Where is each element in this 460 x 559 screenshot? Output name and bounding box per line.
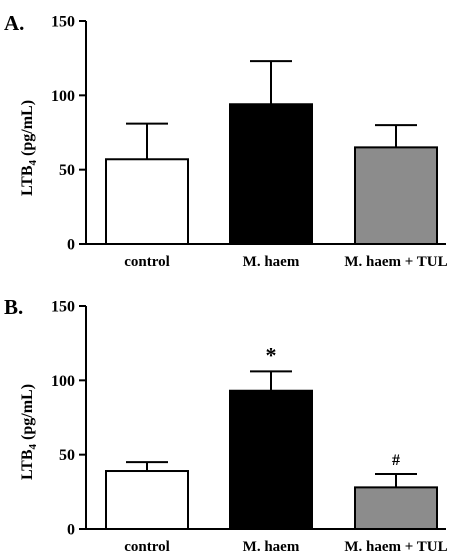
- y-tick-label: 150: [51, 14, 75, 31]
- bar: [354, 146, 438, 245]
- y-tick-label: 100: [51, 373, 75, 390]
- bar: [354, 486, 438, 530]
- y-tick-label: 50: [59, 447, 75, 464]
- y-axis-label-unit: (pg/mL): [19, 384, 36, 440]
- y-axis-label-subscript: 4: [27, 443, 39, 449]
- y-axis-label: LTB4 (pg/mL): [19, 100, 39, 196]
- y-tick-label: 100: [51, 88, 75, 105]
- panel-a: A. LTB4 (pg/mL) 0 50 100 150 control M. haem M.…: [4, 11, 448, 270]
- significance-marker: *: [266, 342, 277, 367]
- svg-text:LTB4(pg/mL): LTB4 (pg/mL): [19, 384, 39, 480]
- panel-b: B. LTB4 (pg/mL) 0 50 100 150 control * M. haem #…: [4, 295, 448, 555]
- y-tick-label: 0: [67, 522, 75, 539]
- x-tick-label: M. haem + TUL: [344, 254, 447, 270]
- svg-text:LTB4(pg/mL): LTB4 (pg/mL): [19, 100, 39, 196]
- bar: [229, 103, 313, 246]
- significance-marker: #: [392, 452, 400, 469]
- x-tick-label: M. haem: [243, 254, 300, 270]
- y-axis-label-subscript: 4: [27, 159, 39, 165]
- x-tick-label: control: [124, 539, 170, 555]
- x-tick-label: M. haem: [243, 539, 300, 555]
- bar: [105, 470, 189, 530]
- y-axis-label-main: LTB: [19, 449, 36, 480]
- y-tick-label: 50: [59, 162, 75, 179]
- y-axis-label-main: LTB: [19, 165, 36, 196]
- x-tick-label: control: [124, 254, 170, 270]
- bar: [105, 158, 189, 245]
- panel-label: A.: [4, 11, 24, 35]
- y-tick-label: 150: [51, 299, 75, 316]
- y-axis-label: LTB4 (pg/mL): [19, 384, 39, 480]
- y-tick-label: 0: [67, 237, 75, 254]
- panel-label: B.: [4, 295, 23, 319]
- bar: [229, 389, 313, 530]
- x-tick-label: M. haem + TUL: [344, 539, 447, 555]
- y-axis-label-unit: (pg/mL): [19, 100, 36, 156]
